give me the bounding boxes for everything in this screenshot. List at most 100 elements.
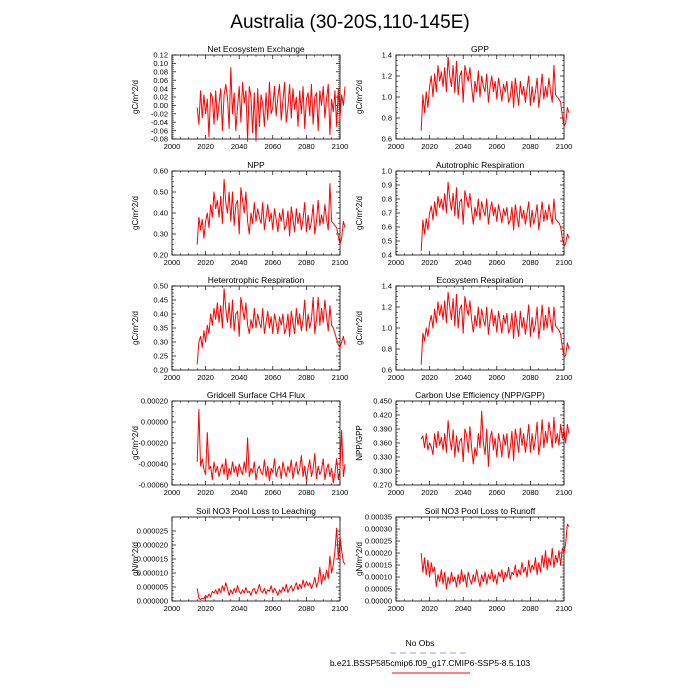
y-tick-label: 0.00035 <box>365 513 392 522</box>
panel-title: GPP <box>471 44 489 54</box>
y-tick-label: 1.0 <box>382 167 392 176</box>
y-tick-label: 0.6 <box>382 135 392 144</box>
panel-7: Gridcell Surface CH4 Flux -0.00060 -0.0004… <box>131 390 348 497</box>
y-tick-label: 0.8 <box>382 195 392 204</box>
y-tick-label: 0.06 <box>153 76 168 85</box>
plot-frame <box>395 516 565 602</box>
x-tick-label: 2020 <box>421 258 438 267</box>
x-tick-label: 2060 <box>488 373 505 382</box>
x-tick-label: 2100 <box>556 258 573 267</box>
y-tick-label: 0.40 <box>153 310 168 319</box>
y-tick-label: 0.00030 <box>365 525 392 534</box>
x-tick-label: 2060 <box>264 373 281 382</box>
y-tick-label: 0.50 <box>153 282 168 291</box>
x-tick-label: 2020 <box>421 373 438 382</box>
x-tick-label: 2020 <box>197 488 214 497</box>
x-tick-label: 2000 <box>388 142 405 151</box>
y-tick-label: 0.6 <box>382 223 392 232</box>
series-line <box>196 527 346 601</box>
x-tick-label: 2080 <box>522 142 539 151</box>
x-tick-label: 2080 <box>298 488 315 497</box>
y-tick-label: 0.12 <box>153 51 168 60</box>
x-tick-label: 2040 <box>455 373 472 382</box>
plot-frame <box>171 400 341 486</box>
y-tick-label: 1.0 <box>382 93 392 102</box>
x-tick-label: 2000 <box>388 258 405 267</box>
x-tick-label: 2080 <box>522 258 539 267</box>
y-tick-label: 0.420 <box>373 411 392 420</box>
y-tick-label: 0.25 <box>153 352 168 361</box>
x-tick-label: 2080 <box>522 488 539 497</box>
x-tick-label: 2040 <box>231 604 248 613</box>
y-tick-label: 0.40 <box>153 209 168 218</box>
y-tick-label: 0.10 <box>153 59 168 68</box>
x-tick-label: 2040 <box>231 488 248 497</box>
main-title: Australia (30-20S,110-145E) <box>230 12 469 33</box>
y-tick-label: 0.00010 <box>365 573 392 582</box>
x-tick-label: 2080 <box>298 373 315 382</box>
panel-8: Carbon Use Efficiency (NPP/GPP) 0.270 0.30… <box>355 390 572 497</box>
series-line <box>420 410 570 467</box>
y-tick-label: 0.04 <box>153 84 168 93</box>
y-tick-label: 0.9 <box>382 181 392 190</box>
y-tick-label: 0.450 <box>373 397 392 406</box>
series-line <box>420 291 570 365</box>
y-tick-label: 0.00020 <box>141 397 168 406</box>
x-tick-label: 2000 <box>388 488 405 497</box>
x-tick-label: 2020 <box>197 373 214 382</box>
x-tick-label: 2100 <box>556 604 573 613</box>
y-tick-label: 0.000000 <box>137 597 168 606</box>
y-tick-label: 0.00005 <box>365 585 392 594</box>
x-tick-label: 2040 <box>455 604 472 613</box>
panel-title: Ecosystem Respiration <box>437 275 524 285</box>
y-tick-label: 0.30 <box>153 230 168 239</box>
x-tick-label: 2100 <box>332 604 349 613</box>
x-tick-label: 2040 <box>231 142 248 151</box>
x-tick-label: 2100 <box>332 488 349 497</box>
x-tick-label: 2060 <box>488 604 505 613</box>
x-tick-label: 2100 <box>556 373 573 382</box>
y-axis-label: gN/m^2/d <box>355 542 364 576</box>
panel-10: Soil NO3 Pool Loss to Runoff 0.00000 0.000… <box>355 506 572 613</box>
panel-2: GPP 0.6 0.8 1.0 1.2 1.4 2000 2020 2040 2060 2080 21… <box>355 44 572 151</box>
x-tick-label: 2000 <box>388 604 405 613</box>
series-line <box>420 523 570 590</box>
y-tick-label: 0.330 <box>373 453 392 462</box>
x-tick-label: 2000 <box>164 258 181 267</box>
y-tick-label: 1.4 <box>382 51 392 60</box>
x-tick-label: 2100 <box>556 142 573 151</box>
y-tick-label: -0.06 <box>151 126 168 135</box>
x-tick-label: 2060 <box>264 142 281 151</box>
y-tick-label: 0.60 <box>153 167 168 176</box>
x-tick-label: 2040 <box>455 258 472 267</box>
y-tick-label: 1.2 <box>382 72 392 81</box>
x-tick-label: 2020 <box>421 142 438 151</box>
y-tick-label: 0.000020 <box>137 541 168 550</box>
series-line <box>196 178 346 245</box>
x-tick-label: 2060 <box>488 258 505 267</box>
y-tick-label: 0.30 <box>153 338 168 347</box>
x-tick-label: 2080 <box>298 604 315 613</box>
x-tick-label: 2060 <box>264 258 281 267</box>
x-tick-label: 2100 <box>332 142 349 151</box>
series-line <box>420 56 570 131</box>
y-tick-label: 0.8 <box>382 114 392 123</box>
y-tick-label: 0.000025 <box>137 527 168 536</box>
y-tick-label: 1.2 <box>382 303 392 312</box>
x-tick-label: 2040 <box>231 373 248 382</box>
x-tick-label: 2020 <box>197 258 214 267</box>
y-tick-label: 0.390 <box>373 425 392 434</box>
y-tick-label: 0.8 <box>382 345 392 354</box>
panel-title: Soil NO3 Pool Loss to Runoff <box>425 506 536 516</box>
panel-3: NPP 0.20 0.30 0.40 0.50 0.60 2000 2020 2040 2060 2… <box>131 160 348 267</box>
y-tick-label: 0.00 <box>153 101 168 110</box>
y-tick-label: 0.000015 <box>137 555 168 564</box>
series-line <box>196 408 346 484</box>
y-tick-label: 0.300 <box>373 467 392 476</box>
x-tick-label: 2020 <box>197 142 214 151</box>
y-tick-label: -0.02 <box>151 110 168 119</box>
panel-title: Net Ecosystem Exchange <box>207 44 305 54</box>
x-tick-label: 2000 <box>164 373 181 382</box>
y-tick-label: 0.4 <box>382 251 392 260</box>
